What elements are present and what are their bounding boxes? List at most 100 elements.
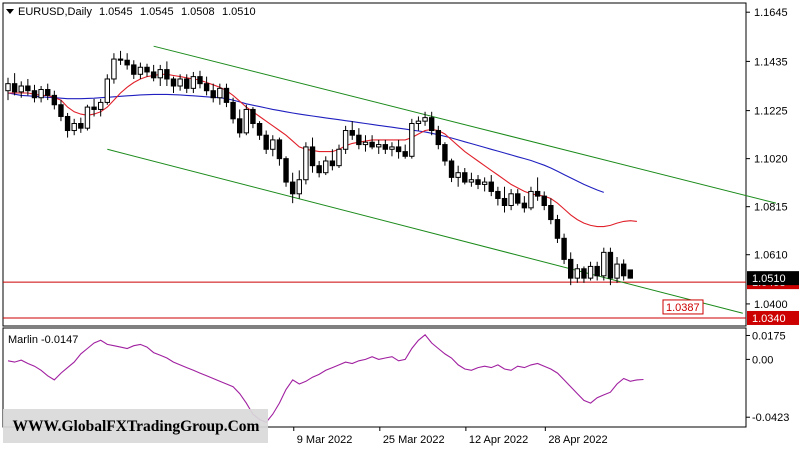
date-tick-label: 12 Apr 2022 [469, 434, 528, 446]
target-value: 1.0387 [666, 302, 700, 314]
candle [309, 137, 316, 173]
candle-body [488, 181, 494, 192]
candle [91, 98, 97, 117]
target-box-frame [662, 299, 704, 315]
candle-body [84, 106, 91, 129]
candle-body [369, 141, 375, 148]
candle-body [197, 76, 203, 85]
candle-body [131, 64, 137, 75]
candle [455, 165, 461, 187]
channel-upper-line [153, 45, 777, 204]
candle [170, 76, 177, 94]
candle-body [627, 269, 633, 279]
candle-body [223, 87, 230, 103]
candle [620, 259, 627, 281]
candle [263, 130, 269, 154]
price-tick-label: 1.0610 [754, 250, 788, 262]
candle [349, 121, 355, 140]
current-price-label: 1.0510 [752, 273, 786, 285]
candle [581, 266, 587, 283]
candle [495, 186, 501, 206]
candle [561, 233, 567, 265]
candle-body [389, 146, 395, 150]
candle-body [395, 146, 402, 153]
candle [237, 109, 243, 138]
candle-body [342, 130, 349, 150]
marlin-line [7, 334, 644, 423]
candle-body [336, 148, 342, 167]
candle-body [289, 181, 296, 195]
candle [475, 175, 481, 190]
candle [336, 144, 342, 169]
candle [45, 83, 51, 101]
candle [356, 128, 362, 150]
candle [554, 214, 561, 243]
candle-body [356, 134, 362, 146]
candle-body [468, 179, 475, 183]
candle [243, 104, 250, 136]
candle-body [574, 268, 581, 279]
candle-body [620, 263, 627, 277]
candle-body [607, 251, 614, 279]
candle [548, 198, 554, 225]
candle-body [448, 160, 455, 178]
price-tick-label: 1.1020 [754, 154, 788, 166]
candle-body [323, 160, 329, 174]
candle-body [501, 197, 508, 207]
candle [184, 74, 190, 94]
candle [323, 156, 329, 176]
candle [442, 142, 448, 166]
candle [389, 142, 395, 157]
candle-body [415, 120, 422, 124]
candle-body [71, 122, 77, 132]
indicator-tick-label: -0.0423 [752, 412, 789, 424]
header-high: 1.0545 [140, 6, 174, 18]
date-tick-label: 28 Apr 2022 [548, 434, 607, 446]
candle-body [303, 146, 309, 181]
candle [415, 116, 422, 131]
candle [190, 71, 197, 94]
candle-body [402, 151, 408, 157]
candle-body [601, 251, 607, 277]
candle-body [475, 179, 481, 185]
date-tick-label: 25 Mar 2022 [383, 434, 445, 446]
candle-body [515, 193, 521, 204]
candle [84, 104, 91, 131]
candle-body [190, 76, 197, 89]
candle-body [38, 89, 44, 99]
candle-body [594, 265, 600, 277]
candle [256, 121, 263, 140]
candle [117, 50, 124, 65]
candle-body [256, 122, 263, 136]
candle-body [561, 237, 567, 260]
candle [435, 125, 442, 150]
price-tick-label: 1.1225 [754, 106, 788, 118]
candle-body [309, 146, 316, 167]
watermark: WWW.GlobalFXTradingGroup.Com [3, 409, 268, 443]
header-close: 1.0510 [222, 6, 256, 18]
indicator-tick-label: 0.0175 [752, 330, 786, 342]
candle [534, 177, 541, 201]
candle-body [442, 144, 448, 162]
candle-body [581, 268, 587, 279]
candle-body [237, 118, 243, 134]
candle [124, 53, 130, 70]
candle-body [117, 58, 124, 61]
symbol-label: EURUSD,Daily [18, 6, 92, 18]
candle [488, 175, 494, 197]
candle-body [157, 69, 163, 79]
candle-body [435, 130, 442, 146]
candle-body [25, 85, 31, 92]
candle [131, 60, 137, 79]
date-axis: 9 Mar 2022 25 Mar 2022 12 Apr 2022 28 Apr 2… [293, 427, 608, 446]
candle-body [104, 78, 110, 103]
candle-body [170, 78, 177, 87]
candle [627, 269, 633, 279]
collapse-triangle-icon[interactable] [6, 9, 14, 14]
candle [481, 177, 488, 192]
candle-body [455, 172, 461, 178]
candle [515, 189, 521, 206]
candle-body [541, 195, 547, 207]
candle-body [554, 219, 561, 239]
